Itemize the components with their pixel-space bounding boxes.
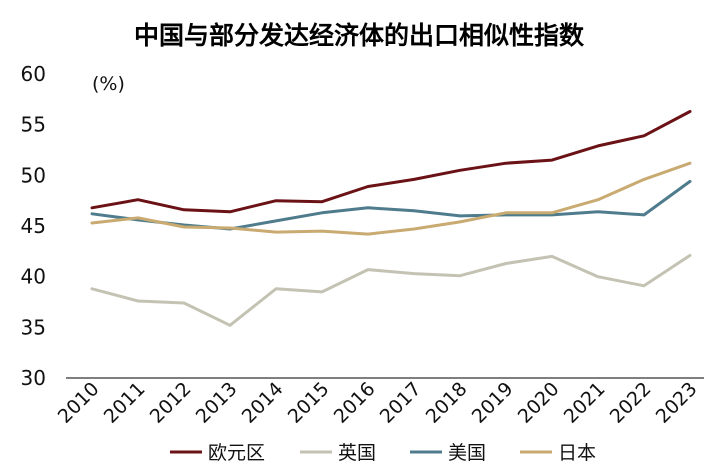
chart-title: 中国与部分发达经济体的出口相似性指数	[134, 21, 585, 50]
x-tick-label: 2023	[652, 378, 702, 428]
series-line-1	[90, 253, 692, 327]
legend: 欧元区 英国 美国 日本	[170, 442, 596, 464]
y-tick-label: 40	[21, 265, 46, 289]
legend-label: 美国	[448, 442, 486, 464]
x-tick-label: 2020	[514, 378, 564, 428]
legend-label: 欧元区	[208, 442, 265, 464]
x-tick-label: 2022	[606, 378, 656, 428]
x-tick-label: 2013	[192, 378, 242, 428]
x-tick-label: 2010	[54, 378, 104, 428]
y-tick-label: 45	[21, 214, 46, 238]
y-tick-label: 50	[21, 163, 46, 187]
series-line-2	[90, 179, 692, 231]
x-tick-label: 2014	[238, 378, 288, 428]
y-unit-label: (%)	[92, 73, 125, 95]
x-tick-label: 2021	[560, 378, 610, 428]
series-line-3	[90, 161, 692, 236]
legend-label: 日本	[558, 442, 596, 464]
series-lines	[90, 110, 692, 327]
x-axis-ticks: 2010201120122013201420152016201720182019…	[54, 378, 702, 428]
series-line-0	[90, 110, 692, 214]
x-tick-label: 2012	[146, 378, 196, 428]
legend-label: 英国	[338, 442, 376, 464]
x-tick-label: 2015	[284, 378, 334, 428]
x-tick-label: 2016	[330, 378, 380, 428]
y-tick-label: 35	[21, 315, 46, 339]
x-tick-label: 2017	[376, 378, 426, 428]
y-tick-label: 30	[21, 366, 46, 390]
x-tick-label: 2018	[422, 378, 472, 428]
y-axis-ticks: 30 35 40 45 50 55 60	[21, 62, 46, 390]
x-tick-label: 2019	[468, 378, 518, 428]
y-tick-label: 60	[21, 62, 46, 86]
y-tick-label: 55	[21, 113, 46, 137]
x-tick-label: 2011	[100, 378, 150, 428]
